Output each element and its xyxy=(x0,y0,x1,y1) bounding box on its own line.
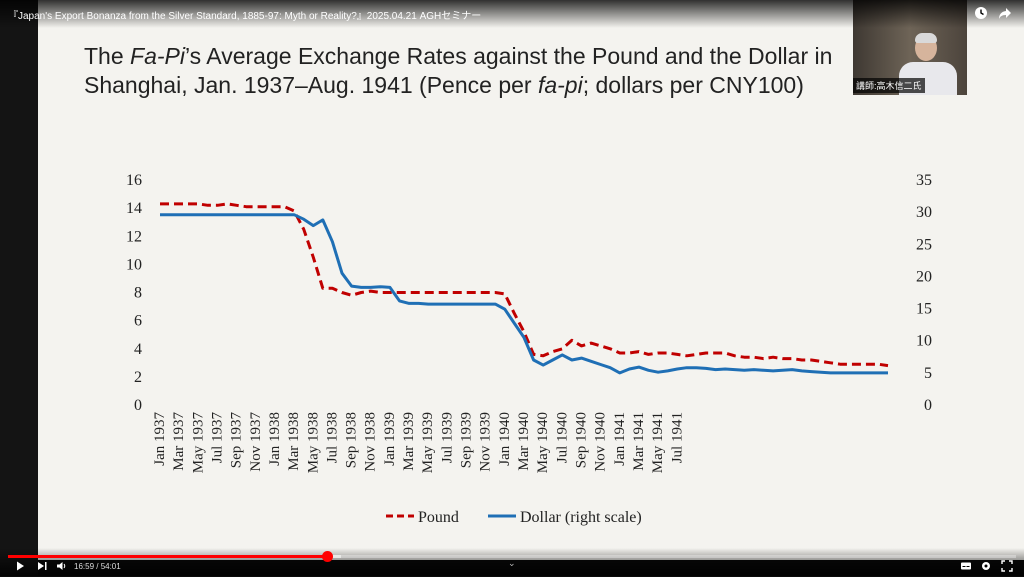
slide-title: The Fa-Pi’s Average Exchange Rates again… xyxy=(84,42,854,100)
next-icon[interactable] xyxy=(36,560,48,577)
x-tick-label: Jan 1939 xyxy=(382,412,398,466)
y-left-tick-label: 0 xyxy=(134,397,142,414)
y-right-tick-label: 15 xyxy=(916,301,932,318)
x-tick-label: Sep 1937 xyxy=(229,412,245,469)
title-text-italic: fa-pi xyxy=(537,72,583,98)
x-tick-label: May 1938 xyxy=(305,412,321,473)
volume-icon[interactable] xyxy=(56,560,68,577)
legend-dollar-label: Dollar (right scale) xyxy=(520,509,642,526)
title-text: ; dollars per CNY100) xyxy=(582,72,804,98)
y-right-tick-label: 20 xyxy=(916,268,932,285)
y-right-tick-label: 0 xyxy=(924,397,932,414)
x-tick-label: Jan 1940 xyxy=(497,412,513,466)
legend-pound-label: Pound xyxy=(418,509,459,526)
x-tick-label: Nov 1940 xyxy=(593,412,609,472)
x-tick-label: Nov 1938 xyxy=(363,412,379,472)
x-tick-label: Mar 1939 xyxy=(401,412,417,471)
x-tick-label: May 1941 xyxy=(650,412,666,473)
y-right-tick-label: 35 xyxy=(916,172,932,189)
title-text: The xyxy=(84,43,131,69)
y-left-tick-label: 10 xyxy=(126,256,142,273)
x-tick-label: Sep 1940 xyxy=(573,412,589,468)
x-tick-label: Jul 1939 xyxy=(439,412,455,463)
player-controls: 16:59 / 54:01 ⌄ xyxy=(0,548,1024,576)
time-display: 16:59 / 54:01 xyxy=(74,562,121,571)
x-tick-label: Mar 1940 xyxy=(516,412,532,471)
x-tick-label: Jul 1941 xyxy=(669,412,685,463)
title-text: ’s Average Exchange Rates against the Po… xyxy=(184,43,833,69)
x-tick-label: May 1940 xyxy=(535,412,551,473)
chevron-down-icon[interactable]: ⌄ xyxy=(508,558,516,568)
y-left-tick-label: 14 xyxy=(126,200,142,217)
progress-bar[interactable] xyxy=(8,551,1016,562)
play-icon[interactable] xyxy=(14,560,26,577)
x-tick-label: Jan 1941 xyxy=(612,412,628,466)
y-left-tick-label: 2 xyxy=(134,369,142,386)
x-tick-label: Mar 1938 xyxy=(286,412,302,471)
speaker-caption: 講師:高木信二氏 xyxy=(853,78,925,93)
left-dark-margin xyxy=(0,0,38,576)
y-left-tick-label: 12 xyxy=(126,228,142,245)
y-left-tick-label: 6 xyxy=(134,313,142,330)
slide-title-line-2: Shanghai, Jan. 1937–Aug. 1941 (Pence per… xyxy=(84,71,854,100)
title-text-italic: Fa-Pi xyxy=(130,43,185,69)
y-left-tick-label: 4 xyxy=(134,341,142,358)
video-title-bar: 『Japan's Export Bonanza from the Silver … xyxy=(0,0,1024,28)
video-title[interactable]: 『Japan's Export Bonanza from the Silver … xyxy=(8,11,482,22)
clock-icon[interactable] xyxy=(974,6,988,20)
subtitles-icon[interactable] xyxy=(960,560,972,577)
x-tick-label: Jul 1940 xyxy=(554,412,570,463)
y-left-tick-label: 8 xyxy=(134,285,142,302)
x-tick-label: Nov 1939 xyxy=(478,412,494,472)
x-tick-label: May 1939 xyxy=(420,412,436,473)
x-tick-label: Jul 1938 xyxy=(324,412,340,463)
y-left-tick-label: 16 xyxy=(126,172,142,189)
x-tick-label: Nov 1937 xyxy=(248,412,264,472)
x-tick-label: Mar 1937 xyxy=(171,412,187,471)
x-tick-label: Sep 1939 xyxy=(459,412,475,468)
played-bar xyxy=(8,555,327,558)
x-tick-label: May 1937 xyxy=(190,412,206,474)
y-right-tick-label: 10 xyxy=(916,333,932,350)
title-text: Shanghai, Jan. 1937–Aug. 1941 (Pence per xyxy=(84,72,538,98)
scrubber-handle[interactable] xyxy=(321,551,333,562)
y-right-tick-label: 30 xyxy=(916,204,932,221)
y-right-tick-label: 25 xyxy=(916,236,932,253)
slide-title-line-1: The Fa-Pi’s Average Exchange Rates again… xyxy=(84,42,854,71)
speaker-hair xyxy=(915,33,937,43)
y-right-tick-label: 5 xyxy=(924,365,932,382)
x-tick-label: Jan 1938 xyxy=(267,412,283,466)
settings-icon[interactable] xyxy=(980,560,992,577)
x-tick-label: Jan 1937 xyxy=(152,412,168,466)
x-tick-label: Mar 1941 xyxy=(631,412,647,471)
share-icon[interactable] xyxy=(998,6,1012,20)
pound-series-line xyxy=(160,202,889,368)
x-tick-label: Sep 1938 xyxy=(344,412,360,468)
x-tick-label: Jul 1937 xyxy=(209,412,225,464)
dollar-series-line xyxy=(160,213,888,375)
fullscreen-icon[interactable] xyxy=(1001,560,1013,577)
top-icon-group xyxy=(974,6,1012,20)
